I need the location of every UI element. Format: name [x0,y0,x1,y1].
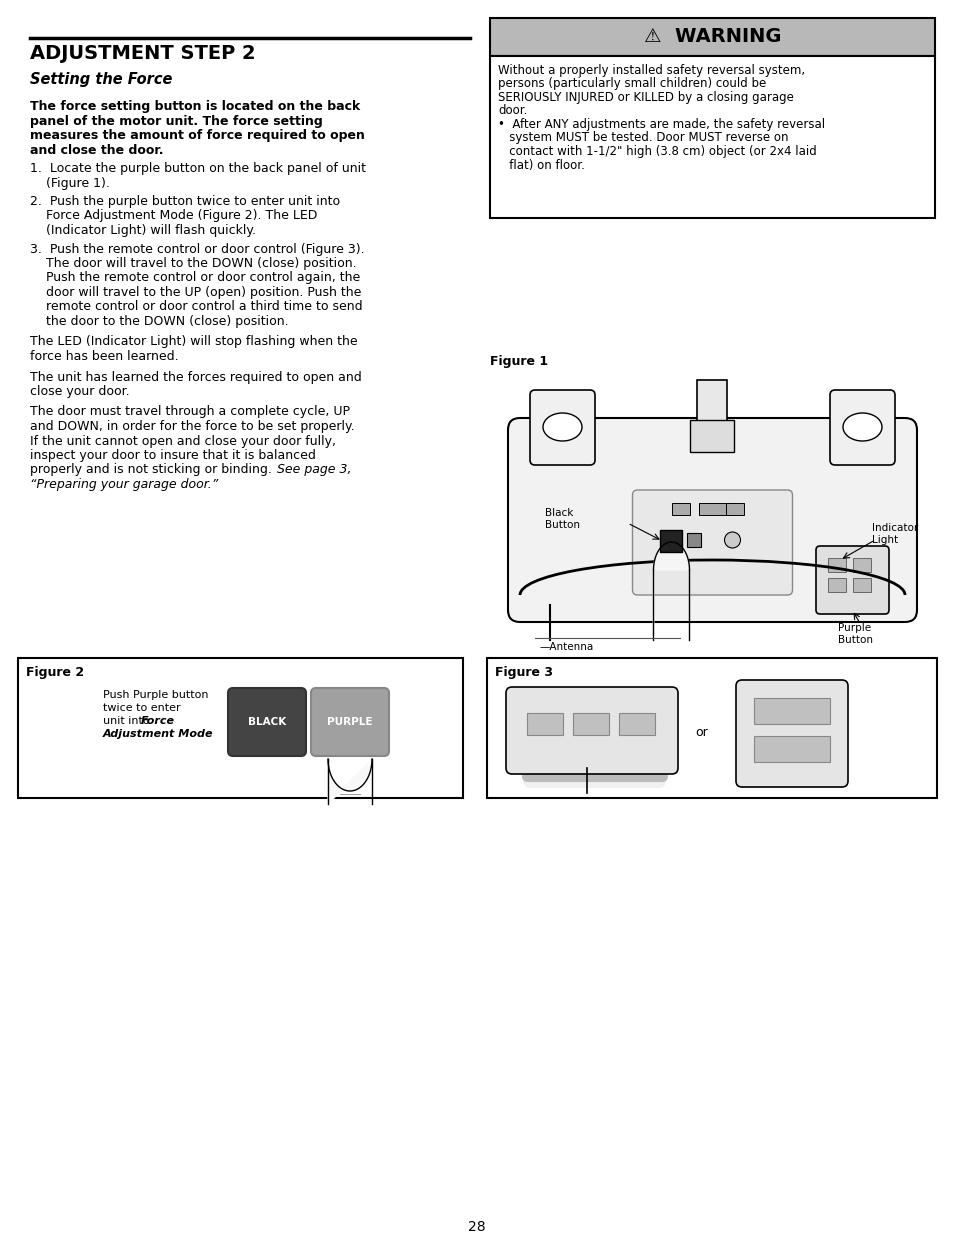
Text: door.: door. [497,105,527,117]
Bar [690,420,734,452]
Text: —Antenna: —Antenna [539,642,594,652]
Bar [687,534,700,547]
Text: •  After ANY adjustments are made, the safety reversal: • After ANY adjustments are made, the sa… [497,119,824,131]
Text: “Preparing your garage door.”: “Preparing your garage door.” [30,478,218,492]
Text: Purple
Button: Purple Button [837,622,872,645]
Text: Setting the Force: Setting the Force [30,72,172,86]
Text: Without a properly installed safety reversal system,: Without a properly installed safety reve… [497,64,804,77]
Text: Adjustment Mode: Adjustment Mode [103,729,213,739]
Bar [18,658,462,798]
Text: Figure 3: Figure 3 [495,666,553,679]
Text: Force Adjustment Mode (Figure 2). The LED: Force Adjustment Mode (Figure 2). The LE… [30,210,317,222]
Bar [573,713,608,735]
FancyBboxPatch shape [228,688,306,756]
Bar [852,558,870,572]
Text: ⚠  WARNING: ⚠ WARNING [643,27,781,47]
Text: See page 3,: See page 3, [276,463,351,477]
FancyBboxPatch shape [507,417,916,622]
Text: The LED (Indicator Light) will stop flashing when the: The LED (Indicator Light) will stop flas… [30,336,357,348]
Circle shape [723,532,740,548]
FancyBboxPatch shape [311,688,389,756]
Bar [659,530,681,552]
Text: unit into: unit into [103,716,153,726]
Text: SERIOUSLY INJURED or KILLED by a closing garage: SERIOUSLY INJURED or KILLED by a closing… [497,91,793,104]
Bar [618,713,655,735]
Text: BLACK: BLACK [248,718,286,727]
Bar [827,578,845,592]
Bar [852,578,870,592]
Text: inspect your door to insure that it is balanced: inspect your door to insure that it is b… [30,450,315,462]
Text: Force: Force [141,716,174,726]
Text: measures the amount of force required to open: measures the amount of force required to… [30,128,364,142]
Text: the door to the DOWN (close) position.: the door to the DOWN (close) position. [30,315,289,329]
Text: system MUST be tested. Door MUST reverse on: system MUST be tested. Door MUST reverse… [497,131,788,144]
Bar [697,380,727,450]
Polygon shape [653,542,689,635]
Text: (Indicator Light) will flash quickly.: (Indicator Light) will flash quickly. [30,224,255,237]
FancyBboxPatch shape [815,546,888,614]
Bar [490,19,934,56]
FancyBboxPatch shape [735,680,847,787]
Bar [490,56,934,219]
FancyBboxPatch shape [632,490,792,595]
Bar [526,713,562,735]
Text: panel of the motor unit. The force setting: panel of the motor unit. The force setti… [30,115,322,127]
Text: and close the door.: and close the door. [30,143,163,157]
Polygon shape [328,760,372,804]
Text: and DOWN, in order for the force to be set properly.: and DOWN, in order for the force to be s… [30,420,355,433]
Text: (Figure 1).: (Figure 1). [30,177,110,189]
Text: The force setting button is located on the back: The force setting button is located on t… [30,100,360,112]
Text: Figure 1: Figure 1 [490,354,548,368]
Text: The door will travel to the DOWN (close) position.: The door will travel to the DOWN (close)… [30,257,356,270]
FancyBboxPatch shape [829,390,894,466]
Bar [753,698,829,724]
Text: 28: 28 [468,1220,485,1234]
FancyBboxPatch shape [505,687,678,774]
Text: or: or [695,726,708,740]
Ellipse shape [842,412,882,441]
Text: Push Purple button: Push Purple button [103,690,209,700]
FancyBboxPatch shape [530,390,595,466]
Text: Push the remote control or door control again, the: Push the remote control or door control … [30,272,360,284]
Text: PURPLE: PURPLE [327,718,373,727]
Text: door will travel to the UP (open) position. Push the: door will travel to the UP (open) positi… [30,287,361,299]
Bar [827,558,845,572]
Bar [699,503,734,515]
Text: 2.  Push the purple button twice to enter unit into: 2. Push the purple button twice to enter… [30,195,340,207]
Bar [486,658,936,798]
Text: force has been learned.: force has been learned. [30,350,178,363]
Text: 3.  Push the remote control or door control (Figure 3).: 3. Push the remote control or door contr… [30,242,364,256]
Bar [672,503,690,515]
Ellipse shape [542,412,581,441]
Bar [753,736,829,762]
Text: Black
Button: Black Button [544,508,579,530]
Text: close your door.: close your door. [30,385,130,398]
Text: properly and is not sticking or binding.: properly and is not sticking or binding. [30,463,275,477]
Text: 1.  Locate the purple button on the back panel of unit: 1. Locate the purple button on the back … [30,162,366,175]
Text: The unit has learned the forces required to open and: The unit has learned the forces required… [30,370,361,384]
Text: flat) on floor.: flat) on floor. [497,158,584,172]
Text: remote control or door control a third time to send: remote control or door control a third t… [30,300,362,314]
Text: contact with 1-1/2" high (3.8 cm) object (or 2x4 laid: contact with 1-1/2" high (3.8 cm) object… [497,144,816,158]
Text: If the unit cannot open and close your door fully,: If the unit cannot open and close your d… [30,435,335,447]
Text: The door must travel through a complete cycle, UP: The door must travel through a complete … [30,405,350,419]
Text: Figure 2: Figure 2 [26,666,84,679]
Bar [726,503,743,515]
Text: persons (particularly small children) could be: persons (particularly small children) co… [497,78,765,90]
Text: twice to enter: twice to enter [103,703,180,713]
Text: ADJUSTMENT STEP 2: ADJUSTMENT STEP 2 [30,44,255,63]
Text: Indicator
Light: Indicator Light [871,522,918,545]
